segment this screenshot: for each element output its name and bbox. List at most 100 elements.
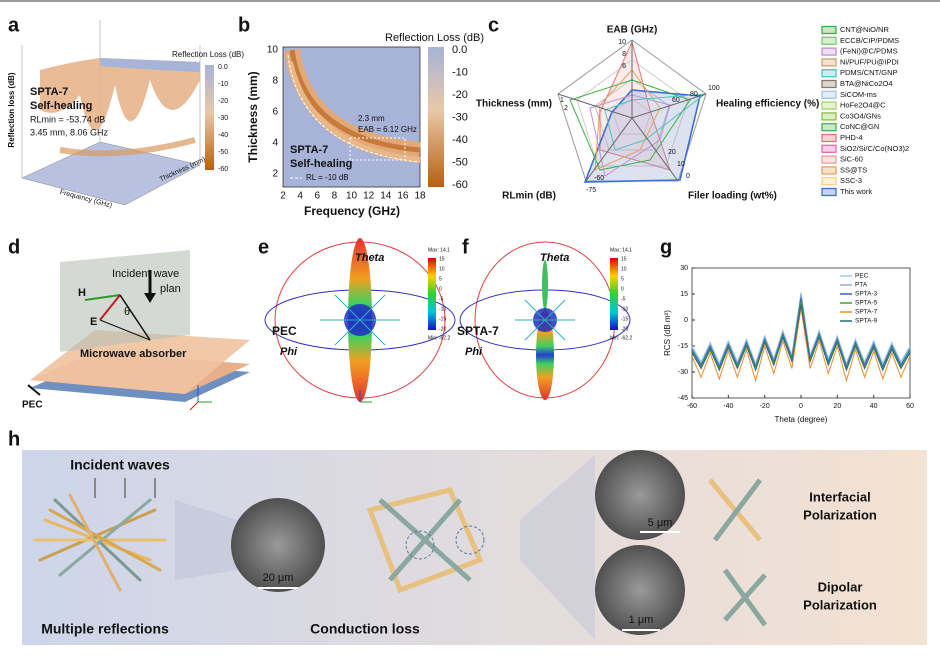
legend-label: SiO2/Si/C/Co(NO3)2	[840, 144, 909, 153]
label: E	[90, 316, 97, 328]
series-line	[691, 292, 911, 365]
legend-label: (FeNi)@C/PDMS	[840, 47, 898, 56]
x-tick-label: 60	[906, 403, 914, 410]
legend-label: SPTA-3	[855, 291, 878, 298]
label: 20 μm	[263, 572, 294, 584]
radar-tick: 6	[622, 63, 626, 70]
label: Reflection Loss (dB)	[385, 32, 484, 44]
label: Microwave absorber	[80, 348, 187, 360]
legend-swatch	[821, 69, 837, 78]
label: Theta	[355, 252, 384, 264]
colorbar-tick: 10	[621, 266, 627, 272]
legend-swatch	[821, 47, 837, 56]
colorbar-tick: -20	[439, 326, 446, 332]
label: Phi	[280, 346, 298, 358]
legend-label: Co3O4/GNs	[840, 111, 881, 120]
label: Max: 14.1	[428, 247, 450, 253]
colorbar-tick: -10	[218, 81, 228, 88]
legend-label: HoFe2O4@C	[840, 101, 886, 110]
colorbar-tick: 5	[439, 276, 442, 282]
legend-swatch	[821, 101, 837, 110]
y-tick-label: -45	[678, 395, 688, 402]
legend-label: PTA	[855, 282, 868, 289]
legend-swatch	[821, 36, 837, 45]
x-tick-label: 20	[833, 403, 841, 410]
y-tick-label: 2	[272, 169, 278, 180]
series-line	[691, 307, 911, 383]
radar-tick: 10	[618, 39, 626, 46]
radar-tick: 100	[708, 85, 720, 92]
legend-swatch	[821, 58, 837, 67]
x-tick-label: 12	[363, 191, 375, 202]
colorbar-tick: -10	[452, 66, 468, 78]
label: EAB = 6.12 GHz	[358, 125, 417, 134]
panel-letter: g	[660, 236, 672, 258]
colorbar-tick: 0	[621, 286, 624, 292]
x-tick-label: 10	[346, 191, 358, 202]
legend-label: SPTA-7	[855, 309, 878, 316]
legend-swatch	[821, 187, 837, 197]
legend-swatch	[821, 90, 837, 99]
colorbar-tick: 10	[439, 266, 445, 272]
colorbar-tick: -20	[621, 326, 628, 332]
label: Reflection Loss (dB)	[172, 50, 244, 59]
label: SPTA-7	[290, 144, 328, 156]
legend-label: PHD-4	[840, 133, 863, 142]
panel-letter: b	[238, 14, 250, 36]
label: H	[78, 287, 86, 299]
y-tick-label: 30	[680, 265, 688, 272]
radar-tick: 1	[560, 97, 564, 104]
label: SPTA-7	[30, 86, 68, 98]
x-tick-label: 8	[332, 191, 338, 202]
y-tick-label: -15	[678, 343, 688, 350]
label: Frequency (GHz)	[304, 204, 400, 218]
label: Self-healing	[290, 158, 352, 170]
label: Self-healing	[30, 100, 92, 112]
panel-e-pattern	[264, 238, 456, 403]
radar	[557, 39, 707, 183]
colorbar-tick: -10	[621, 306, 628, 312]
label: Reflection loss (dB)	[7, 72, 16, 147]
legend-swatch	[821, 155, 837, 164]
legend-swatch	[821, 25, 837, 35]
panel-letter: c	[488, 14, 499, 36]
label: RLmin = -53.74 dB	[30, 114, 105, 124]
x-tick-label: 14	[380, 191, 392, 202]
colorbar-tick: -30	[218, 115, 228, 122]
x-tick-label: 18	[414, 191, 426, 202]
legend-swatch	[821, 166, 837, 175]
panel-letter: h	[8, 428, 20, 450]
legend-label: BTA@NiCo2O4	[840, 79, 893, 88]
legend-label: SS@TS	[840, 165, 867, 174]
colorbar-tick: -15	[439, 316, 446, 322]
label: θ	[124, 306, 130, 318]
series-line	[691, 304, 911, 372]
legend-label: SPTA-5	[855, 300, 878, 307]
y-tick-label: 4	[272, 138, 278, 149]
radar-tick: 80	[690, 91, 698, 98]
label: Min: -62.2	[428, 335, 450, 341]
radar-axis-label: EAB (GHz)	[607, 25, 658, 36]
y-tick-label: 15	[680, 291, 688, 298]
legend-swatch	[821, 112, 837, 121]
label: Phi	[465, 346, 483, 358]
y-tick-label: 0	[684, 317, 688, 324]
x-tick-label: -60	[687, 403, 697, 410]
label: Min: -62.2	[610, 335, 632, 341]
radar-tick: 2	[564, 105, 568, 112]
label: 3.45 mm, 8.06 GHz	[30, 127, 109, 137]
y-axis-title: RCS (dB m²)	[663, 310, 672, 356]
x-tick-label: -40	[723, 403, 733, 410]
radar-tick: 8	[622, 51, 626, 58]
radar-axis-label: Filer loading (wt%)	[688, 191, 777, 202]
radar-axis-label: RLmin (dB)	[502, 191, 556, 202]
plot-frame	[691, 267, 911, 399]
legend-label: ECCB/CIP/PDMS	[840, 36, 899, 45]
panel-letter: a	[8, 14, 20, 36]
label: Polarization	[803, 507, 877, 522]
label: 1 μm	[629, 614, 654, 626]
colorbar-tick: -50	[218, 149, 228, 156]
panel-d-scheme	[27, 250, 250, 411]
label: Incident waves	[70, 457, 170, 473]
